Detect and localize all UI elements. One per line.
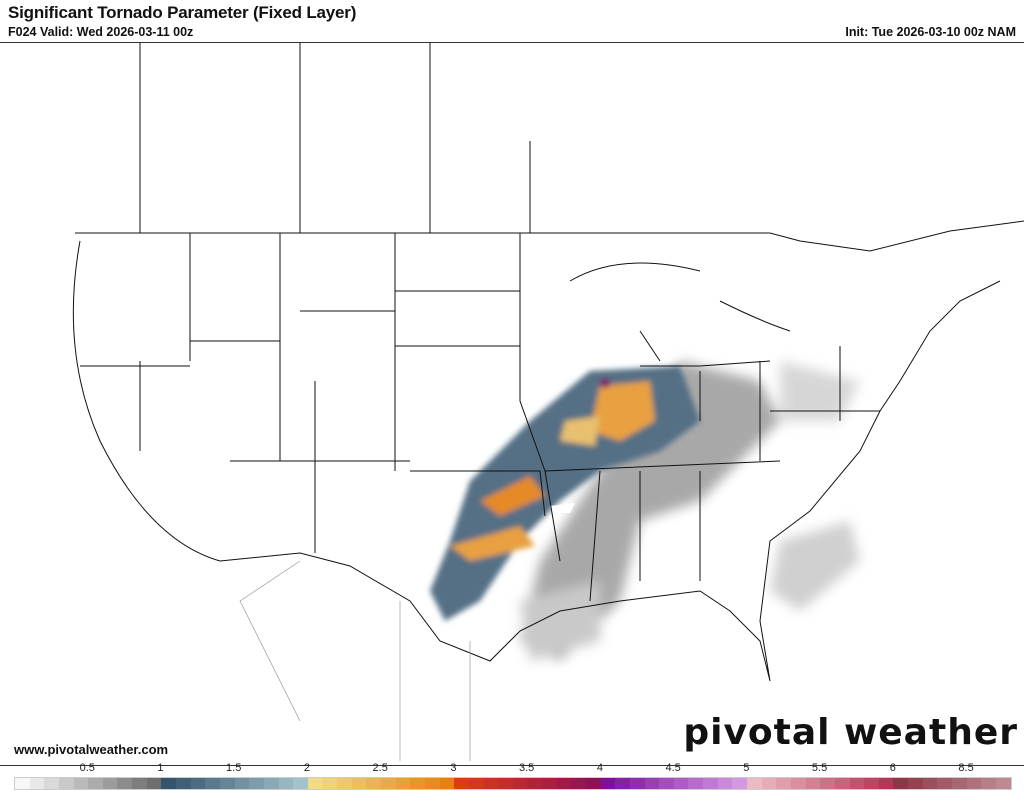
- colorbar-cell: [15, 778, 30, 789]
- colorbar-tick-label: 0.5: [79, 762, 95, 774]
- colorbar-tick-label: 1: [157, 762, 164, 774]
- colorbar-tick-label: 4.5: [665, 762, 681, 774]
- colorbar-cell: [263, 778, 279, 789]
- colorbar-tick-label: 2.5: [372, 762, 388, 774]
- colorbar-tick-label: 2: [303, 762, 310, 774]
- colorbar-cell: [395, 778, 411, 789]
- init-time: Init: Tue 2026-03-10 00z NAM: [845, 25, 1016, 39]
- colorbar-cell: [659, 778, 674, 789]
- colorbar-cell: [556, 778, 572, 789]
- colorbar-cell: [937, 778, 952, 789]
- colorbar-cell: [88, 778, 103, 789]
- colorbar-cell: [190, 778, 206, 789]
- colorbar-cell: [512, 778, 528, 789]
- colorbar-cell: [161, 778, 177, 789]
- colorbar-ticks: 0.5 1 1.5 2 2.5 3 3.5 4 4.5 5 5.5 6 8.5: [0, 762, 1024, 776]
- colorbar-cell: [966, 778, 982, 789]
- colorbar-cell: [454, 778, 469, 789]
- colorbar-cell: [952, 778, 967, 789]
- colorbar-cell: [176, 778, 191, 789]
- colorbar-cell: [790, 778, 806, 789]
- colorbar-cell: [629, 778, 645, 789]
- colorbar-cell: [249, 778, 264, 789]
- website-label: www.pivotalweather.com: [14, 742, 169, 757]
- colorbar-cell: [146, 778, 162, 789]
- colorbar-cell: [278, 778, 294, 789]
- colorbar-cell: [864, 778, 879, 789]
- colorbar-cell: [571, 778, 586, 789]
- colorbar-cell: [644, 778, 660, 789]
- colorbar-cell: [995, 778, 1011, 789]
- colorbar-tick-label: 5.5: [811, 762, 828, 774]
- colorbar-cell: [805, 778, 821, 789]
- colorbar-cell: [761, 778, 777, 789]
- colorbar-cell: [366, 778, 382, 789]
- colorbar-cell: [205, 778, 220, 789]
- colorbar-cell: [776, 778, 791, 789]
- boundaries: [72, 43, 1024, 761]
- map-title: Significant Tornado Parameter (Fixed Lay…: [8, 3, 357, 22]
- colorbar-cell: [219, 778, 235, 789]
- colorbar-cell: [351, 778, 367, 789]
- colorbar-cell: [44, 778, 59, 789]
- colorbar: [14, 777, 1012, 790]
- colorbar-cell: [322, 778, 338, 789]
- weather-map: [0, 42, 1024, 766]
- colorbar-cell: [600, 778, 616, 789]
- colorbar-cell: [132, 778, 147, 789]
- colorbar-cell: [29, 778, 45, 789]
- colorbar-cell: [542, 778, 557, 789]
- colorbar-cell: [673, 778, 689, 789]
- colorbar-cell: [439, 778, 455, 789]
- colorbar-cell: [908, 778, 923, 789]
- colorbar-cell: [468, 778, 484, 789]
- colorbar-tick-label: 5: [743, 762, 750, 774]
- colorbar-cell: [117, 778, 133, 789]
- colorbar-cell: [717, 778, 733, 789]
- colorbar-cell: [307, 778, 323, 789]
- colorbar-cell: [102, 778, 118, 789]
- stp-field: [430, 361, 860, 661]
- colorbar-cell: [922, 778, 938, 789]
- colorbar-cell: [732, 778, 748, 789]
- colorbar-tick-label: 3.5: [518, 762, 535, 774]
- colorbar-cell: [498, 778, 513, 789]
- colorbar-cell: [234, 778, 250, 789]
- colorbar-tick-label: 6: [889, 762, 896, 774]
- colorbar-cell: [73, 778, 89, 789]
- colorbar-cell: [849, 778, 865, 789]
- colorbar-cell: [834, 778, 850, 789]
- colorbar-cell: [747, 778, 762, 789]
- colorbar-cell: [58, 778, 74, 789]
- colorbar-tick-label: 3: [450, 762, 457, 774]
- valid-time: F024 Valid: Wed 2026-03-11 00z: [8, 25, 194, 39]
- brand-logo: pivotal weather: [683, 712, 1018, 753]
- colorbar-cell: [893, 778, 909, 789]
- colorbar-cell: [410, 778, 425, 789]
- colorbar-cell: [483, 778, 499, 789]
- colorbar-cell: [878, 778, 894, 789]
- colorbar-cell: [820, 778, 835, 789]
- colorbar-cell: [424, 778, 440, 789]
- colorbar-tick-label: 8.5: [958, 762, 974, 774]
- colorbar-cell: [688, 778, 704, 789]
- colorbar-cell: [615, 778, 630, 789]
- colorbar-cell: [527, 778, 543, 789]
- colorbar-cell: [381, 778, 396, 789]
- colorbar-tick-label: 1.5: [226, 762, 242, 774]
- colorbar-cell: [585, 778, 601, 789]
- colorbar-tick-label: 4: [596, 762, 603, 774]
- colorbar-cell: [981, 778, 996, 789]
- colorbar-cell: [293, 778, 308, 789]
- colorbar-cell: [337, 778, 352, 789]
- colorbar-cell: [703, 778, 718, 789]
